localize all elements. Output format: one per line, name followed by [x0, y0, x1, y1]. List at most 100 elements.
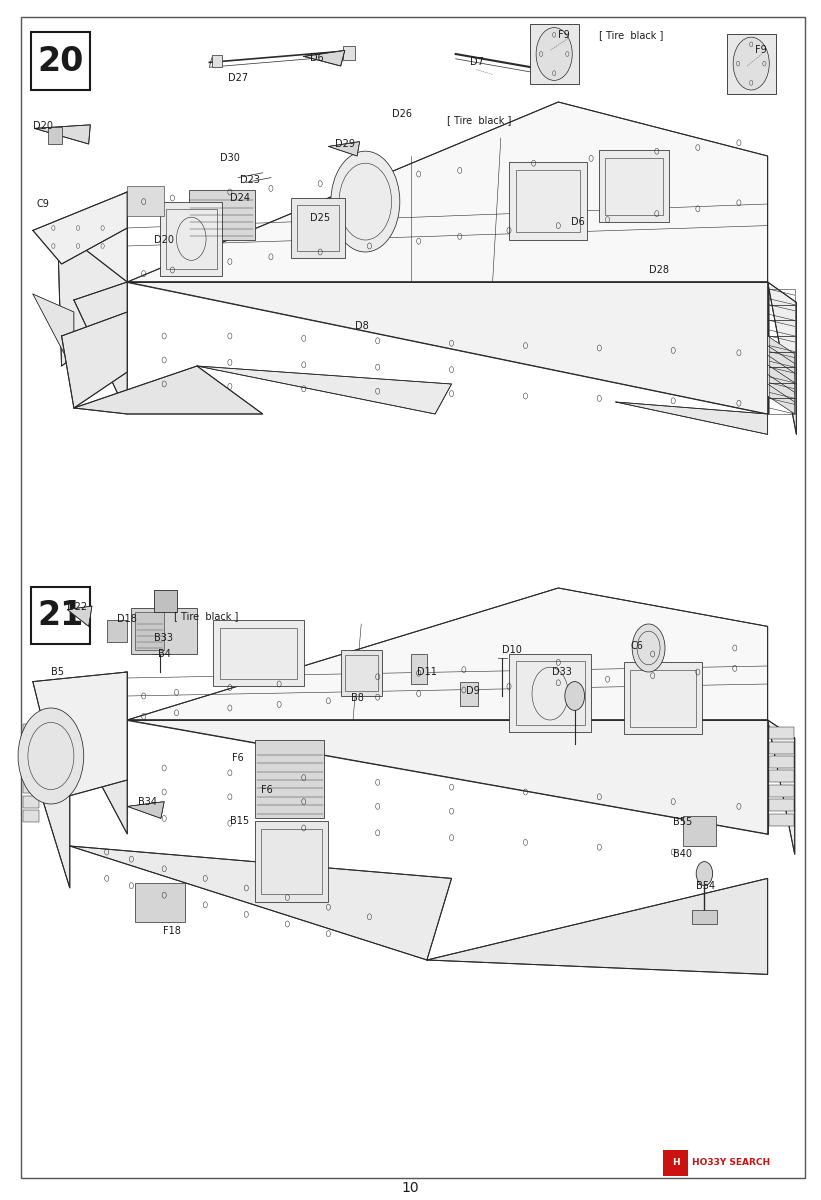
Bar [727, 34, 776, 94]
Text: D33: D33 [552, 667, 571, 677]
Text: D27: D27 [228, 73, 249, 83]
Polygon shape [34, 125, 90, 144]
Bar [341, 650, 382, 696]
Polygon shape [74, 282, 127, 414]
Bar [31, 587, 90, 644]
Text: F6: F6 [261, 785, 273, 794]
Bar [769, 727, 794, 739]
Polygon shape [33, 294, 74, 372]
Text: B4: B4 [158, 649, 171, 659]
Bar [769, 742, 794, 754]
Bar [769, 770, 794, 782]
Text: C6: C6 [631, 641, 644, 650]
Text: D18: D18 [117, 614, 136, 624]
Polygon shape [328, 142, 360, 156]
Text: B8: B8 [351, 694, 365, 703]
Polygon shape [197, 366, 452, 414]
Polygon shape [127, 102, 768, 282]
Text: D22: D22 [67, 602, 88, 612]
Bar [769, 814, 794, 826]
Bar [291, 198, 345, 258]
Polygon shape [62, 312, 127, 408]
Text: 20: 20 [38, 44, 84, 78]
Polygon shape [127, 720, 768, 834]
Text: [ Tire  black ]: [ Tire black ] [447, 115, 511, 125]
Bar [769, 383, 795, 398]
Text: D10: D10 [502, 646, 522, 655]
Bar [23, 738, 39, 750]
Polygon shape [768, 346, 795, 376]
Text: B54: B54 [696, 881, 715, 890]
Polygon shape [70, 720, 127, 834]
Polygon shape [57, 192, 127, 366]
Bar [410, 654, 427, 684]
Text: D29: D29 [335, 139, 355, 149]
Bar [624, 662, 702, 734]
Text: D20: D20 [33, 121, 53, 131]
Bar [131, 608, 197, 654]
Bar [154, 590, 177, 612]
Polygon shape [67, 606, 92, 626]
Text: F9: F9 [755, 46, 767, 55]
Bar [255, 821, 328, 902]
Bar [769, 756, 794, 768]
Bar [23, 796, 39, 808]
Bar [166, 209, 217, 269]
Bar [23, 724, 39, 736]
Bar [212, 55, 222, 67]
Polygon shape [70, 846, 452, 960]
Bar [663, 1150, 688, 1176]
Bar [23, 767, 39, 779]
Bar [530, 24, 579, 84]
Text: D20: D20 [154, 235, 174, 245]
Bar [48, 127, 62, 144]
Circle shape [18, 708, 84, 804]
Text: D25: D25 [310, 214, 331, 223]
Bar [769, 289, 795, 305]
Text: D6: D6 [571, 217, 585, 227]
Bar [599, 150, 669, 222]
Bar [220, 628, 297, 679]
Bar [343, 46, 355, 60]
Circle shape [632, 624, 665, 672]
Text: D28: D28 [649, 265, 668, 275]
Text: HO33Y SEARCH: HO33Y SEARCH [692, 1158, 770, 1168]
Text: B33: B33 [154, 634, 173, 643]
Polygon shape [768, 355, 795, 385]
Bar [127, 186, 164, 216]
Bar [516, 170, 580, 232]
Polygon shape [768, 282, 796, 434]
Bar [297, 205, 339, 251]
Polygon shape [304, 50, 345, 66]
Polygon shape [74, 366, 263, 414]
Bar [135, 612, 164, 650]
Text: D24: D24 [230, 193, 250, 203]
Bar [261, 829, 322, 894]
Polygon shape [768, 384, 795, 414]
Polygon shape [427, 878, 768, 974]
Text: C9: C9 [37, 199, 50, 209]
Text: 21: 21 [38, 599, 84, 632]
Text: D11: D11 [417, 667, 437, 677]
Bar [769, 785, 794, 797]
Bar [23, 752, 39, 764]
Bar [769, 398, 795, 414]
Text: B15: B15 [230, 816, 249, 826]
Circle shape [565, 682, 585, 710]
Bar [630, 670, 696, 727]
Bar [31, 32, 90, 90]
Text: D8: D8 [355, 322, 369, 331]
Bar [605, 158, 663, 215]
Text: D9: D9 [466, 686, 480, 696]
Circle shape [733, 37, 769, 90]
Circle shape [696, 862, 713, 886]
Text: [ Tire  black ]: [ Tire black ] [174, 611, 238, 620]
Polygon shape [127, 282, 768, 414]
Polygon shape [33, 672, 127, 798]
Text: B34: B34 [138, 797, 157, 806]
Polygon shape [768, 336, 795, 366]
Bar [509, 162, 587, 240]
Bar [769, 336, 795, 352]
Bar [460, 682, 478, 706]
Bar [107, 620, 127, 642]
